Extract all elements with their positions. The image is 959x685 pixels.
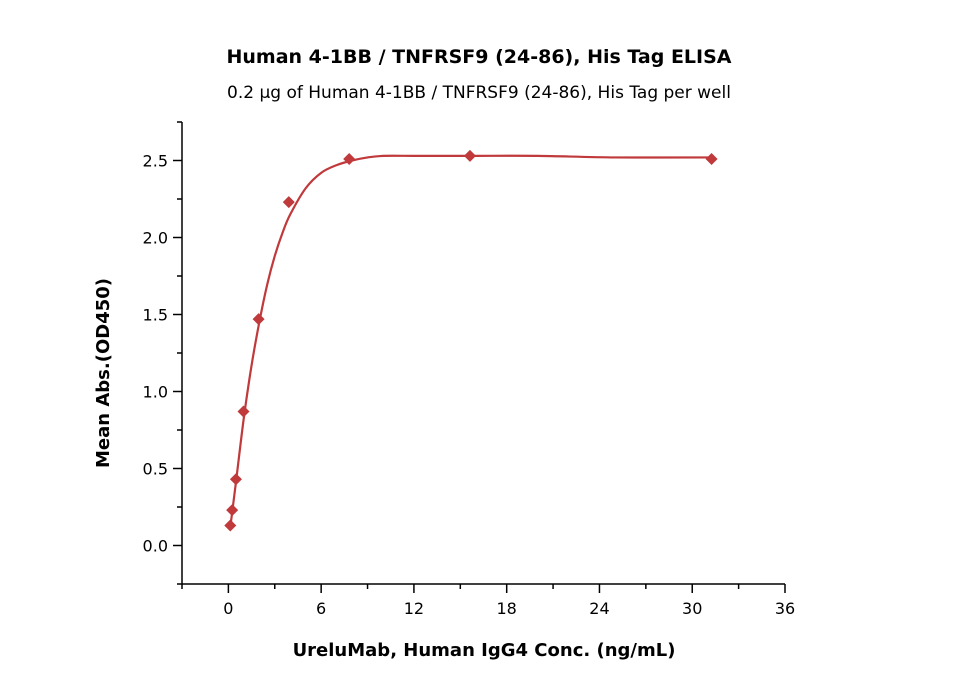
data-point xyxy=(252,313,265,326)
x-tick-label: 24 xyxy=(589,599,609,618)
chart-title: Human 4-1BB / TNFRSF9 (24-86), His Tag E… xyxy=(226,46,731,68)
x-tick-label: 6 xyxy=(316,599,326,618)
y-axis: 0.0 0.5 1.0 1.5 2.0 2.5 xyxy=(143,121,183,585)
chart-subtitle: 0.2 μg of Human 4-1BB / TNFRSF9 (24-86),… xyxy=(227,83,731,103)
plot-area xyxy=(224,149,718,532)
data-point xyxy=(705,152,718,165)
x-tick-label: 0 xyxy=(223,599,233,618)
y-tick-label: 1.0 xyxy=(143,383,168,402)
x-axis: 0 6 12 18 24 30 36 xyxy=(181,583,795,618)
x-tick-label: 12 xyxy=(404,599,424,618)
x-tick-label: 18 xyxy=(497,599,517,618)
data-point xyxy=(463,149,476,162)
data-point xyxy=(229,473,242,486)
data-point xyxy=(224,519,237,532)
y-axis-title: Mean Abs.(OD450) xyxy=(93,278,114,468)
x-tick-label: 30 xyxy=(682,599,702,618)
x-ticks: 0 6 12 18 24 30 36 xyxy=(181,584,795,618)
data-point xyxy=(282,196,295,209)
data-point xyxy=(237,405,250,418)
y-tick-label: 1.5 xyxy=(143,306,168,325)
data-point xyxy=(226,504,239,517)
fit-curve xyxy=(228,154,712,531)
y-tick-label: 0.0 xyxy=(143,537,168,556)
x-tick-label: 36 xyxy=(775,599,795,618)
x-axis-title: UreluMab, Human IgG4 Conc. (ng/mL) xyxy=(293,640,676,661)
y-tick-label: 2.0 xyxy=(143,229,168,248)
y-ticks: 0.0 0.5 1.0 1.5 2.0 2.5 xyxy=(143,121,182,585)
y-tick-label: 2.5 xyxy=(143,152,168,171)
data-point xyxy=(343,152,356,165)
y-tick-label: 0.5 xyxy=(143,460,168,479)
